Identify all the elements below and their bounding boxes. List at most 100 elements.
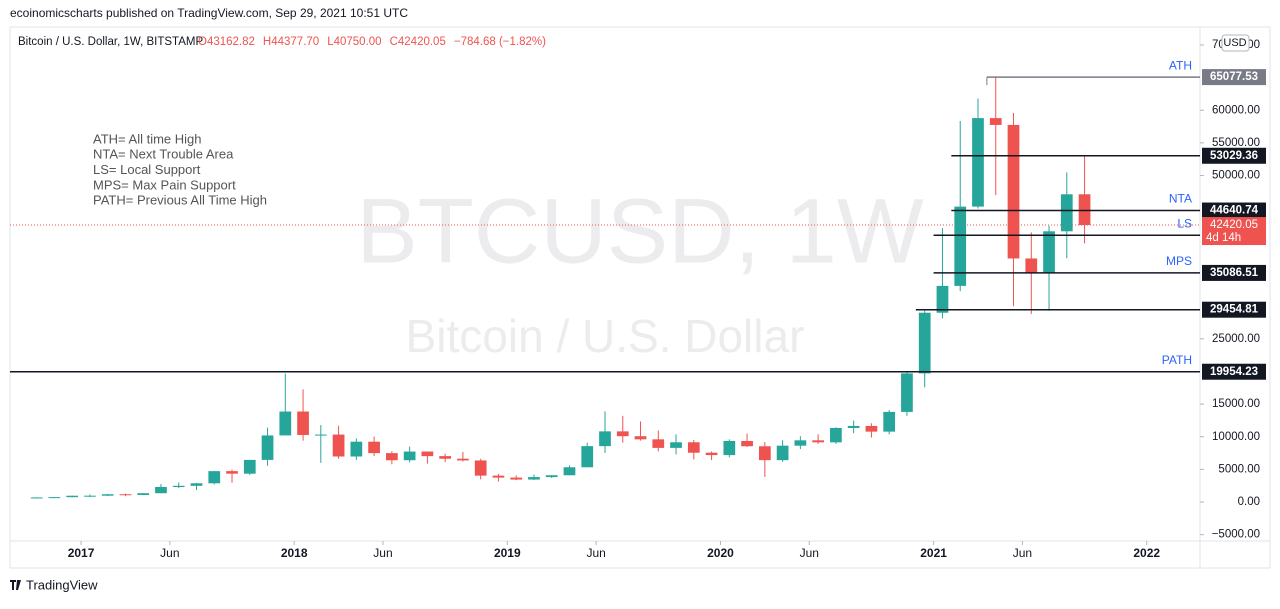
candle-body (954, 206, 967, 286)
last-price-box (1202, 217, 1266, 246)
level-name: NTA (1169, 192, 1192, 206)
candle-body (155, 487, 167, 494)
watermark: Bitcoin / U.S. Dollar (406, 310, 805, 362)
level-price-box (1202, 147, 1266, 164)
candle-body (581, 446, 594, 468)
candle-body (279, 411, 292, 436)
level-name: PATH (1162, 353, 1192, 367)
x-tick-label: Jun (1013, 546, 1032, 560)
candle-body (457, 458, 469, 461)
level-price-box (1202, 69, 1266, 86)
watermark: BTCUSD, 1W (356, 180, 924, 282)
x-tick-label: Jun (800, 546, 819, 560)
candle-body (84, 495, 96, 497)
candle-body (901, 373, 913, 412)
y-tick-label: 10000.00 (1212, 431, 1260, 443)
candle-body (368, 441, 380, 454)
candle-body (599, 431, 611, 447)
candle-body (243, 459, 256, 474)
level-price: 29454.81 (1210, 304, 1259, 316)
candle-body (48, 497, 61, 499)
y-tick-label: 0.00 (1238, 496, 1260, 508)
x-tick-label: 2020 (707, 546, 734, 560)
y-tick-label: 15000.00 (1212, 398, 1260, 410)
candle-body (705, 452, 718, 456)
candle-body (616, 431, 629, 437)
candle-body (830, 427, 842, 443)
x-tick-label: 2021 (920, 546, 947, 560)
candle-body (403, 451, 416, 461)
level-price-box (1202, 301, 1266, 318)
note: PATH= Previous All Time High (93, 193, 267, 208)
level-price: 19954.23 (1210, 366, 1258, 378)
x-tick-label: 2017 (68, 546, 95, 560)
candle-body (297, 411, 309, 435)
x-tick-label: 2018 (281, 546, 308, 560)
candle-body (528, 477, 540, 480)
note: LS= Local Support (93, 162, 201, 177)
note: ATH= All time High (93, 131, 202, 146)
candle-body (386, 453, 398, 461)
candle-body (794, 440, 807, 446)
symbol: Bitcoin / U.S. Dollar, 1W, BITSTAMP (18, 36, 203, 48)
candle-body (190, 483, 203, 486)
candle-body (137, 493, 150, 495)
candle-body (723, 440, 736, 456)
candle-body (883, 411, 896, 432)
candle-body (972, 118, 984, 207)
candle-body (350, 441, 363, 457)
logo (10, 580, 21, 590)
ohlc-value: H44377.70 (263, 36, 319, 48)
candle-body (226, 471, 238, 474)
candle-body (1025, 258, 1038, 274)
candle-body (172, 485, 185, 488)
level-price-box (1202, 363, 1266, 380)
candle-body (1078, 194, 1091, 226)
level-price: 44640.74 (1210, 205, 1259, 217)
candle-body (776, 445, 789, 461)
frame (9, 26, 1271, 569)
y-tick-label: −5000.00 (1212, 529, 1260, 541)
candle-body (545, 475, 558, 478)
y-tick-label: 50000.00 (1212, 170, 1260, 182)
y-tick-label: 5000.00 (1218, 463, 1260, 475)
note: MPS= Max Pain Support (93, 177, 236, 192)
currency: USD (1223, 37, 1246, 49)
candle-body (261, 435, 274, 460)
ohlc-value: −784.68 (−1.82%) (454, 36, 546, 48)
candle-body (474, 460, 487, 476)
candle-body (101, 494, 114, 496)
candle-body (510, 477, 523, 480)
y-tick-label: 55000.00 (1212, 137, 1260, 149)
candle-body (687, 442, 700, 453)
ohlc-value: C42420.05 (390, 36, 446, 48)
candle-body (332, 434, 345, 457)
level-name: ATH (1169, 58, 1192, 72)
candle-body (865, 425, 878, 432)
candle-body (812, 440, 824, 443)
level-name: LS (1177, 216, 1192, 230)
level-price-box (1202, 264, 1266, 281)
candle-body (1007, 124, 1020, 259)
candle-body (670, 442, 682, 448)
candle-body (847, 425, 860, 428)
candle-body (634, 436, 647, 440)
ohlc-value: L40750.00 (327, 36, 381, 48)
plot (10, 76, 1200, 499)
footer: TradingView (26, 577, 98, 592)
x-tick-label: 2022 (1133, 546, 1160, 560)
candle-body (918, 312, 931, 374)
candle-body (1043, 231, 1055, 274)
countdown: 4d 14h (1206, 232, 1241, 244)
x-tick-label: Jun (586, 546, 605, 560)
candle-body (989, 118, 1002, 125)
ohlc-value: O43162.82 (198, 36, 255, 48)
candle-body (119, 494, 132, 496)
x-tick-label: 2019 (494, 546, 521, 560)
candle-body (758, 446, 771, 461)
candle-body (314, 434, 327, 436)
y-tick-label: 60000.00 (1212, 104, 1260, 116)
